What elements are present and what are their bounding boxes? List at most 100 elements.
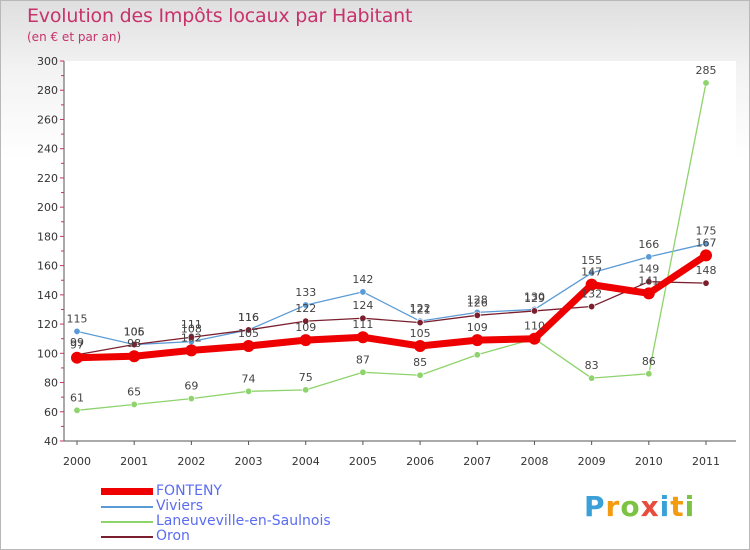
series-line-fonteny <box>73 251 710 362</box>
data-label-fonteny: 167 <box>696 236 717 249</box>
data-label-oron: 124 <box>352 299 373 312</box>
data-point-oron <box>473 311 481 319</box>
x-tick-label: 2005 <box>349 455 377 468</box>
data-label-oron: 122 <box>295 302 316 315</box>
data-label-oron: 132 <box>581 288 602 301</box>
data-label-laneuveville-en-saulnois: 65 <box>127 385 141 398</box>
data-point-oron <box>359 314 367 322</box>
data-point-laneuveville-en-saulnois <box>473 351 481 359</box>
y-tick-label: 60 <box>44 406 58 419</box>
data-label-viviers: 122 <box>410 302 431 315</box>
data-label-laneuveville-en-saulnois: 75 <box>299 371 313 384</box>
logo-letter: i <box>684 490 696 523</box>
data-point-fonteny <box>299 334 312 347</box>
data-point-viviers <box>645 253 653 261</box>
data-point-oron <box>187 333 195 341</box>
data-point-oron <box>130 341 138 349</box>
data-label-oron: 148 <box>696 264 717 277</box>
data-label-laneuveville-en-saulnois: 87 <box>356 353 370 366</box>
data-point-viviers <box>702 240 710 248</box>
data-point-laneuveville-en-saulnois <box>588 374 596 382</box>
data-label-oron: 99 <box>70 336 84 349</box>
data-label-oron: 111 <box>181 318 202 331</box>
data-label-fonteny: 102 <box>181 331 202 344</box>
data-point-oron <box>302 317 310 325</box>
data-label-oron: 149 <box>638 263 659 276</box>
legend-swatch-laneuveville <box>101 521 153 523</box>
data-point-fonteny <box>585 278 598 291</box>
data-point-fonteny <box>471 334 484 347</box>
data-label-fonteny: 110 <box>524 320 545 333</box>
data-point-fonteny <box>128 350 141 363</box>
data-label-fonteny: 97 <box>70 339 84 352</box>
data-label-viviers: 166 <box>638 238 659 251</box>
data-label-viviers: 115 <box>67 312 88 325</box>
x-tick-label: 2009 <box>578 455 606 468</box>
y-tick-label: 80 <box>44 377 58 390</box>
x-tick-label: 2001 <box>120 455 148 468</box>
data-label-viviers: 130 <box>524 290 545 303</box>
data-point-laneuveville-en-saulnois <box>416 371 424 379</box>
data-label-viviers: 106 <box>124 326 145 339</box>
x-tick-label: 2010 <box>635 455 663 468</box>
data-label-viviers: 142 <box>352 273 373 286</box>
y-tick-label: 220 <box>37 172 58 185</box>
y-tick-label: 280 <box>37 84 58 97</box>
data-point-oron <box>416 319 424 327</box>
x-tick-label: 2003 <box>235 455 263 468</box>
data-point-fonteny <box>528 332 541 345</box>
data-label-viviers: 155 <box>581 254 602 267</box>
legend-swatch-fonteny <box>101 488 153 495</box>
y-tick-label: 180 <box>37 230 58 243</box>
data-label-oron: 105 <box>124 326 145 339</box>
y-tick-label: 300 <box>37 55 58 68</box>
data-label-laneuveville-en-saulnois: 285 <box>696 64 717 77</box>
data-label-fonteny: 105 <box>238 327 259 340</box>
data-label-laneuveville-en-saulnois: 74 <box>242 372 256 385</box>
y-tick-label: 140 <box>37 289 58 302</box>
x-tick-label: 2011 <box>692 455 720 468</box>
data-point-laneuveville-en-saulnois <box>73 406 81 414</box>
x-tick-label: 2002 <box>177 455 205 468</box>
data-label-oron: 126 <box>467 296 488 309</box>
data-point-fonteny <box>356 331 369 344</box>
data-label-viviers: 175 <box>696 225 717 238</box>
data-point-laneuveville-en-saulnois <box>702 79 710 87</box>
logo-letter: r <box>605 490 621 523</box>
data-label-oron: 116 <box>238 311 259 324</box>
series-line-viviers <box>76 243 707 346</box>
data-label-fonteny: 141 <box>638 274 659 287</box>
x-tick-label: 2000 <box>63 455 91 468</box>
logo-letter: i <box>659 490 671 523</box>
data-point-oron <box>588 303 596 311</box>
legend-label-fonteny: FONTENY <box>156 483 222 499</box>
x-tick-label: 2007 <box>463 455 491 468</box>
logo-letter: x <box>640 490 660 523</box>
y-tick-label: 160 <box>37 260 58 273</box>
proxiti-logo: Proxiti <box>584 490 695 523</box>
data-point-laneuveville-en-saulnois <box>245 387 253 395</box>
data-point-viviers <box>359 288 367 296</box>
data-point-fonteny <box>185 344 198 357</box>
legend-swatch-viviers <box>101 506 153 508</box>
legend-label-viviers: Viviers <box>156 498 203 514</box>
data-point-laneuveville-en-saulnois <box>302 386 310 394</box>
series-line-oron <box>76 281 707 356</box>
x-tick-label: 2008 <box>520 455 548 468</box>
data-label-viviers: 128 <box>467 293 488 306</box>
data-label-fonteny: 147 <box>581 266 602 279</box>
data-point-oron <box>702 279 710 287</box>
series-line-laneuveville-en-saulnois <box>76 82 707 411</box>
data-point-viviers <box>588 269 596 277</box>
data-point-fonteny <box>414 340 427 352</box>
data-label-laneuveville-en-saulnois: 85 <box>413 356 427 369</box>
data-point-oron <box>245 326 253 334</box>
data-label-laneuveville-en-saulnois: 83 <box>585 359 599 372</box>
data-label-oron: 121 <box>410 304 431 317</box>
x-tick-label: 2006 <box>406 455 434 468</box>
data-point-fonteny <box>242 340 255 352</box>
data-point-viviers <box>73 327 81 335</box>
y-tick-label: 200 <box>37 201 58 214</box>
